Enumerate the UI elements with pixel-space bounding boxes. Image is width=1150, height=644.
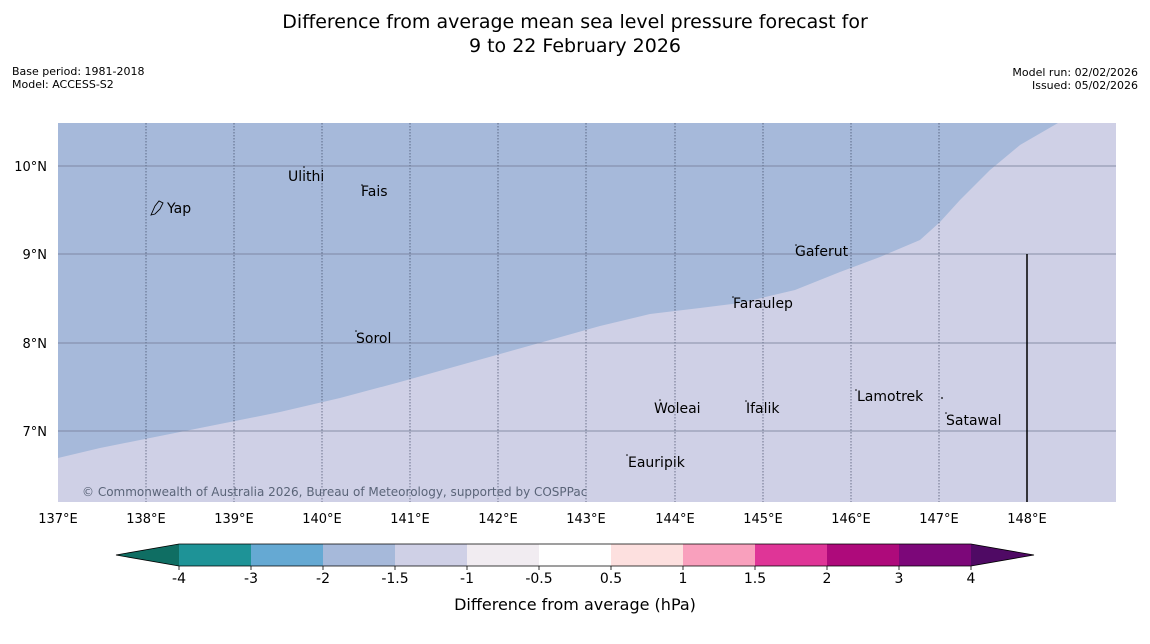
colorbar-tick-label: 2 — [823, 571, 832, 587]
issued-date: Issued: 05/02/2026 — [1031, 79, 1138, 92]
colorbar-segment — [251, 544, 323, 566]
lon-tick-144e: 144°E — [655, 512, 695, 527]
title-line-1: Difference from average mean sea level p… — [282, 11, 868, 33]
colorbar-tick-label: -0.5 — [525, 571, 552, 587]
lon-tick-139e: 139°E — [214, 512, 254, 527]
colorbar-tick-label: -2 — [316, 571, 330, 587]
base-period: Base period: 1981-2018 — [12, 65, 145, 78]
lon-tick-146e: 146°E — [831, 512, 871, 527]
lat-tick-10n: 10°N — [14, 160, 47, 175]
colorbar-tick-label: 1 — [679, 571, 688, 587]
colorbar-segment — [323, 544, 395, 566]
meta-left: Base period: 1981-2018 Model: ACCESS-S2 — [12, 65, 144, 91]
colorbar-tick-label: 1.5 — [744, 571, 766, 587]
colorbar-tick-label: -1.5 — [381, 571, 408, 587]
place-label-ulithi: Ulithi — [288, 169, 324, 185]
lon-tick-137e: 137°E — [38, 512, 78, 527]
colorbar-tick-label: 3 — [895, 571, 904, 587]
colorbar-extend-low — [116, 544, 179, 566]
colorbar-segment — [683, 544, 755, 566]
map-panel: Yap Ulithi Fais Gaferut Faraulep Sorol W… — [58, 123, 1116, 502]
meta-right: Model run: 02/02/2026 Issued: 05/02/2026 — [1012, 66, 1138, 92]
model-name: Model: ACCESS-S2 — [12, 78, 114, 91]
colorbar-segment — [899, 544, 971, 566]
place-label-yap: Yap — [166, 201, 191, 217]
colorbar-tick-label: -1 — [460, 571, 474, 587]
colorbar-segment — [755, 544, 827, 566]
lat-tick-7n: 7°N — [23, 425, 48, 440]
island-markers — [303, 166, 947, 456]
place-label-gaferut: Gaferut — [795, 244, 849, 260]
colorbar-segment — [395, 544, 467, 566]
colorbar-segment — [827, 544, 899, 566]
place-label-sorol: Sorol — [356, 331, 391, 347]
anomaly-band-blue — [58, 123, 1058, 458]
lat-tick-8n: 8°N — [23, 337, 48, 352]
colorbar-segment — [611, 544, 683, 566]
lon-tick-148e: 148°E — [1007, 512, 1047, 527]
lon-tick-143e: 143°E — [566, 512, 606, 527]
chart-title: Difference from average mean sea level p… — [0, 10, 1150, 58]
lat-gridlines — [58, 165, 1116, 432]
place-label-lamotrek: Lamotrek — [857, 389, 924, 405]
colorbar-tick-marks — [178, 566, 972, 570]
yap-island-outline — [150, 200, 164, 216]
place-label-fais: Fais — [361, 184, 388, 200]
place-label-faraulep: Faraulep — [733, 296, 793, 312]
place-label-woleai: Woleai — [654, 401, 701, 417]
colorbar-tick-label: 0.5 — [600, 571, 622, 587]
colorbar-title: Difference from average (hPa) — [454, 595, 696, 614]
lat-tick-labels: 10°N 9°N 8°N 7°N — [14, 160, 47, 440]
place-label-satawal: Satawal — [946, 413, 1001, 429]
lat-tick-9n: 9°N — [23, 248, 48, 263]
lon-tick-138e: 138°E — [126, 512, 166, 527]
colorbar-tick-label: 4 — [967, 571, 976, 587]
place-label-ifalik: Ifalik — [746, 401, 780, 417]
colorbar-tick-label: -3 — [244, 571, 258, 587]
place-label-eauripik: Eauripik — [628, 455, 686, 471]
colorbar-segment — [179, 544, 251, 566]
lon-tick-145e: 145°E — [743, 512, 783, 527]
colorbar-extend-high — [971, 544, 1034, 566]
colorbar-tick-label: -4 — [172, 571, 186, 587]
lon-tick-147e: 147°E — [919, 512, 959, 527]
lon-tick-labels: 137°E 138°E 139°E 140°E 141°E 142°E 143°… — [38, 512, 1047, 527]
lon-gridlines — [145, 123, 940, 502]
copyright-notice: © Commonwealth of Australia 2026, Bureau… — [82, 485, 587, 499]
title-line-2: 9 to 22 February 2026 — [468, 35, 682, 57]
lon-tick-141e: 141°E — [390, 512, 430, 527]
colorbar-segment — [467, 544, 539, 566]
colorbar-segment — [539, 544, 611, 566]
lon-tick-140e: 140°E — [302, 512, 342, 527]
model-run: Model run: 02/02/2026 — [1012, 66, 1138, 79]
colorbar: -4 -3 -2 -1.5 -1 -0.5 0.5 1 1.5 2 3 4 Di… — [115, 543, 1035, 614]
lon-tick-142e: 142°E — [478, 512, 518, 527]
